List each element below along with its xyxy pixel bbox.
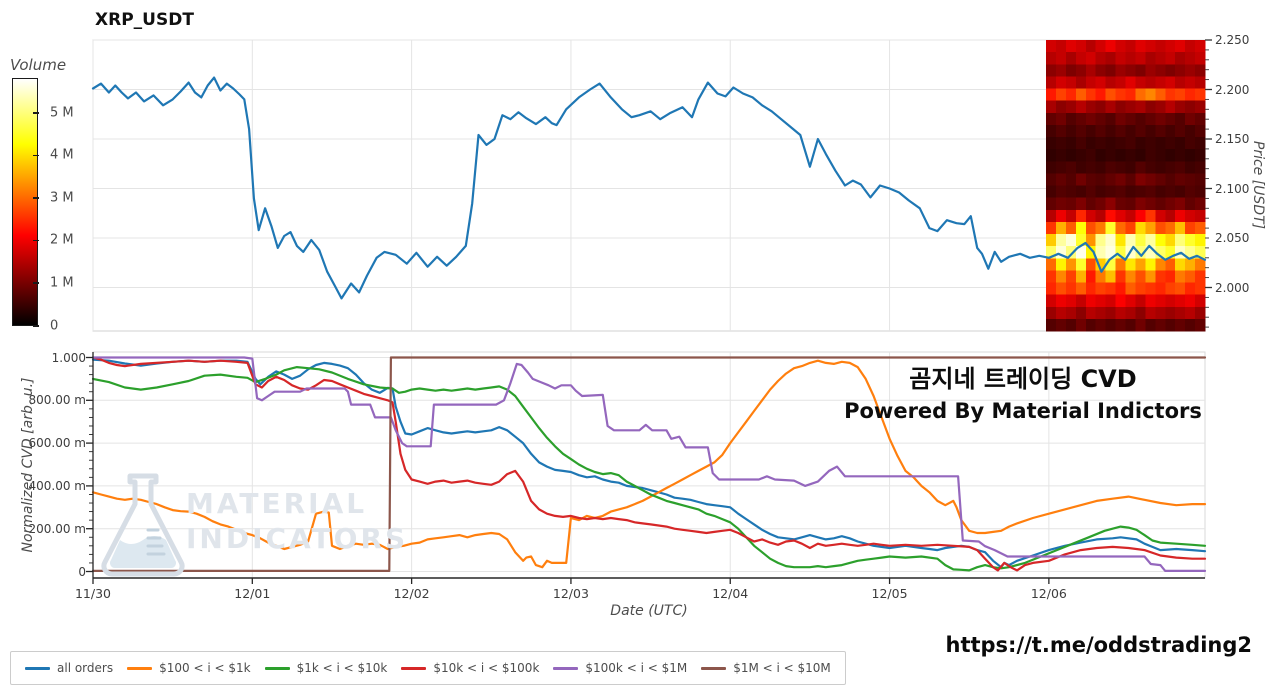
cvd-tick-label: 600.00 m bbox=[28, 436, 87, 451]
legend-label: $10k < i < $100k bbox=[433, 661, 540, 675]
price-tick-label: 2.100 bbox=[1215, 181, 1250, 196]
watermark-line2: INDICATORS bbox=[186, 522, 409, 555]
legend-swatch bbox=[701, 666, 727, 670]
volume-colorbar-tick bbox=[33, 112, 39, 114]
legend-label: $1k < i < $10k bbox=[296, 661, 388, 675]
volume-colorbar-tick bbox=[33, 197, 39, 199]
cvd-axis-ticks bbox=[86, 356, 93, 573]
date-tick-label: 12/05 bbox=[871, 586, 908, 601]
cvd-series--1m-i-10m bbox=[91, 356, 1207, 573]
volume-colorbar-label: Volume bbox=[10, 56, 67, 74]
legend-swatch bbox=[264, 666, 290, 670]
cvd-series--100-i-1k bbox=[91, 359, 1207, 569]
legend: all orders $100 < i < $1k $1k < i < $10k $1… bbox=[10, 651, 846, 685]
legend-label: all orders bbox=[57, 661, 114, 675]
price-tick-label: 2.050 bbox=[1215, 231, 1250, 245]
cvd-tick-label: 200.00 m bbox=[28, 521, 87, 536]
volume-colorbar-tick-label: 2 M bbox=[50, 232, 74, 248]
chart-annotation: 곰지네 트레이딩 CVD Powered By Material Indicto… bbox=[842, 362, 1204, 426]
date-axis-ticks bbox=[92, 578, 1050, 584]
date-tick-label: 12/06 bbox=[1030, 586, 1067, 601]
price-line bbox=[91, 76, 1207, 300]
cvd-tick-label: 400.00 m bbox=[28, 478, 87, 493]
cvd-series--1k-i-10k bbox=[91, 366, 1207, 572]
watermark-flask-icon bbox=[101, 473, 185, 577]
legend-item--100-i-1k: $100 < i < $1k bbox=[127, 661, 251, 675]
legend-item--1k-i-10k: $1k < i < $10k bbox=[264, 661, 388, 675]
volume-colorbar-tick bbox=[33, 239, 39, 242]
price-axis-label: Price [USDT] bbox=[1250, 140, 1266, 230]
date-tick-label: 12/03 bbox=[552, 586, 589, 601]
legend-label: $100k < i < $1M bbox=[585, 661, 688, 675]
volume-colorbar-tick-label: 1 M bbox=[50, 275, 74, 291]
legend-swatch bbox=[553, 666, 579, 670]
volume-colorbar-tick bbox=[33, 154, 39, 157]
cvd-series--100k-i-1m bbox=[91, 356, 1207, 573]
legend-item--1m-i-10m: $1M < i < $10M bbox=[701, 661, 831, 675]
volume-colorbar-tick-label: 4 M bbox=[50, 147, 74, 163]
date-tick-label: 11/30 bbox=[74, 586, 112, 601]
legend-label: $100 < i < $1k bbox=[159, 661, 251, 675]
chart-title: XRP_USDT bbox=[95, 10, 194, 30]
legend-swatch bbox=[25, 666, 50, 670]
date-tick-label: 12/01 bbox=[234, 586, 271, 601]
price-tick-label: 2.000 bbox=[1215, 280, 1250, 295]
legend-label: $1M < i < $10M bbox=[733, 661, 831, 675]
cvd-tick-label: 1.000 bbox=[51, 350, 86, 365]
volume-colorbar-tick-label: 3 M bbox=[50, 190, 74, 206]
price-tick-label: 2.150 bbox=[1215, 132, 1250, 146]
date-tick-label: 12/02 bbox=[393, 586, 430, 601]
legend-swatch bbox=[127, 666, 153, 670]
legend-item--10k-i-100k: $10k < i < $100k bbox=[401, 661, 539, 675]
price-tick-label: 2.250 bbox=[1215, 33, 1250, 47]
volume-profile-heatmap bbox=[1046, 40, 1206, 332]
price-axis-ticks bbox=[1205, 39, 1212, 328]
price-chart bbox=[92, 39, 1206, 332]
volume-colorbar-tick bbox=[33, 282, 39, 284]
legend-swatch bbox=[401, 666, 427, 670]
cvd-tick-label: 800.00 m bbox=[28, 393, 87, 408]
legend-item--100k-i-1m: $100k < i < $1M bbox=[553, 661, 687, 675]
volume-colorbar-tick-label: 0 bbox=[50, 318, 59, 333]
telegram-url: https://t.me/oddstrading2 bbox=[945, 633, 1253, 657]
date-axis-label: Date (UTC) bbox=[610, 603, 688, 619]
volume-colorbar-tick bbox=[33, 325, 39, 327]
watermark-line1: MATERIAL bbox=[186, 487, 368, 520]
price-tick-label: 2.200 bbox=[1215, 82, 1250, 97]
annotation-line1: 곰지네 트레이딩 CVD bbox=[909, 365, 1137, 393]
date-tick-label: 12/04 bbox=[712, 586, 749, 601]
cvd-axis-label: Normalized CVD [arb. u.] bbox=[20, 377, 36, 553]
annotation-line2: Powered By Material Indictors bbox=[844, 399, 1202, 423]
volume-colorbar-tick-label: 5 M bbox=[50, 105, 74, 120]
legend-item-all-orders: all orders bbox=[25, 661, 113, 675]
cvd-chart bbox=[91, 351, 1207, 579]
volume-colorbar bbox=[12, 78, 38, 326]
cvd-tick-label: 0 bbox=[78, 564, 86, 579]
